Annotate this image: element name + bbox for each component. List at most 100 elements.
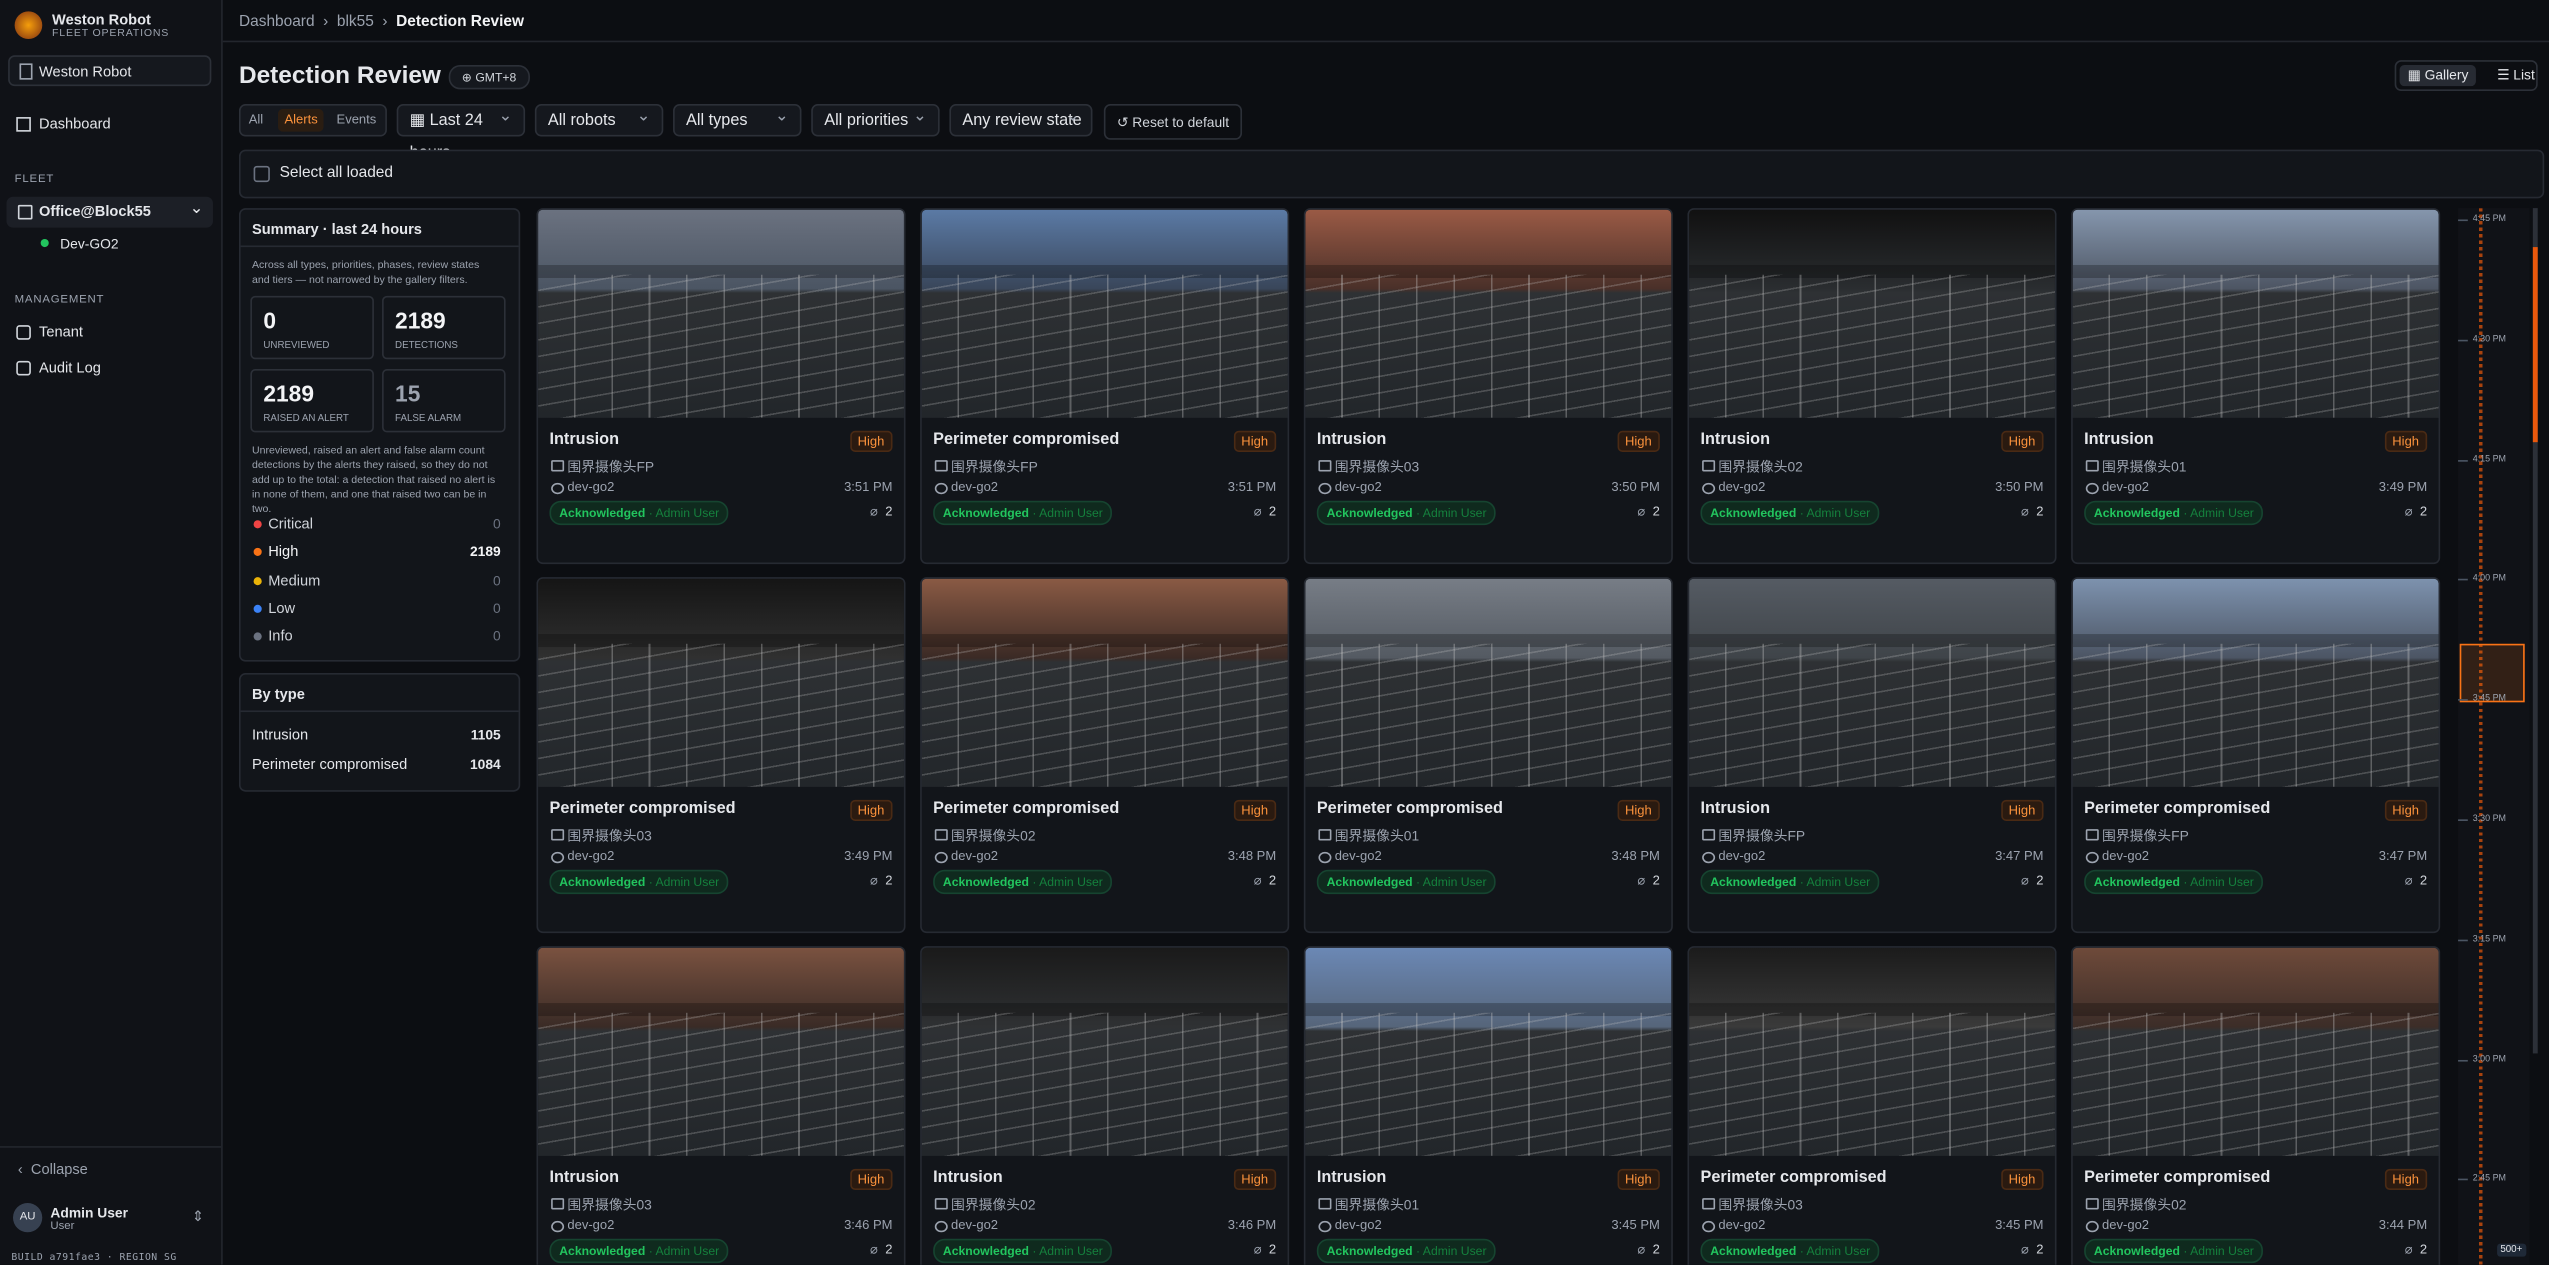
horizon [538,1003,904,1017]
checkbox[interactable] [253,165,270,183]
detection-card[interactable]: Intrusion High 围界摄像头01 dev-go2 3:49 PM Acknow… [2071,208,2441,565]
card-time: 3:50 PM [1611,479,1660,495]
detection-card[interactable]: Intrusion High 围界摄像头01 dev-go2 3:45 PM Acknow… [1303,946,1673,1265]
fence [538,1012,904,1156]
priority-dot [253,632,262,641]
card-time: 3:45 PM [1611,1217,1660,1233]
detection-card[interactable]: Intrusion High 围界摄像头03 dev-go2 3:50 PM Acknow… [1303,208,1673,565]
camera-icon [551,1198,565,1210]
status-label: Acknowledged [2093,505,2180,521]
detection-box [2089,1062,2135,1143]
divider [222,40,2549,43]
priority-count: 0 [493,571,501,588]
detection-box [1900,1029,1957,1094]
status-label: Acknowledged [1710,874,1797,890]
time-filter[interactable]: ▦ Last 24 hours [396,101,526,163]
nav-item[interactable]: Dashboard [39,115,111,132]
org-switcher[interactable]: Weston Robot [8,55,212,87]
review-status: Acknowledged · Admin User [933,869,1113,895]
tab[interactable]: Alerts [277,108,325,132]
status-label: Acknowledged [2093,874,2180,890]
review-status: Acknowledged · Admin User [549,869,729,895]
camera-name: 围界摄像头02 [2102,1196,2187,1213]
robot-name: dev-go2 [1334,848,1382,864]
view-mode[interactable]: ☰ List [2497,66,2535,83]
detection-card[interactable]: Intrusion High 围界摄像头02 dev-go2 3:50 PM Acknow… [1687,208,2057,565]
robot-name: dev-go2 [951,848,999,864]
card-title: Perimeter compromised [933,799,1120,818]
priority-dot [253,548,262,557]
stat-tile: 2189 RAISED AN ALERT [250,369,374,433]
detection-card[interactable]: Intrusion High 围界摄像头02 dev-go2 3:46 PM Acknow… [920,946,1290,1265]
attachment-count: 2 [1652,873,1660,888]
detection-card[interactable]: Perimeter compromised High 围界摄像头01 dev-go2 3… [1303,577,1673,934]
summary-panel: Summary · last 24 hours Across all types,… [238,208,521,662]
reviewer: · Admin User [1032,874,1103,890]
tab[interactable]: Events [336,112,377,127]
detection-card[interactable]: Perimeter compromised High 围界摄像头02 dev-go2 3… [2071,946,2441,1265]
detection-card[interactable]: Perimeter compromised High 围界摄像头FP dev-go2 3… [2071,577,2441,934]
robot-icon [2085,1220,2099,1233]
breadcrumb-item[interactable]: blk55 [336,13,374,31]
dropdown[interactable]: Any review state [949,101,1093,137]
card-time: 3:44 PM [2378,1217,2428,1233]
view-mode-label: List [2513,66,2535,83]
fleet-item[interactable]: Office@Block55 ⌄ [6,196,213,228]
status-label: Acknowledged [2093,1243,2180,1259]
divider [0,1146,222,1148]
fence [2072,274,2439,418]
logo [14,11,43,40]
detection-card[interactable]: Perimeter compromised High 围界摄像头03 dev-go2 3… [1687,946,2057,1265]
camera-icon [1702,1198,1716,1210]
view-mode[interactable]: ▦ Gallery [2399,65,2477,87]
priority-dot [253,576,262,585]
robot-icon [551,1220,565,1233]
detection-card[interactable]: Intrusion High 围界摄像头FP dev-go2 3:47 PM Acknow… [1687,577,2057,934]
attachment-icon: ⌀ [870,1242,878,1257]
detection-box [806,1032,822,1061]
dropdown[interactable]: All types [673,101,802,137]
reviewer: · Admin User [1032,1243,1103,1259]
stat-label: UNREVIEWED [263,341,330,352]
collapse[interactable]: ‹ Collapse [17,1160,88,1178]
timeline-tick [2458,1179,2468,1181]
card-time: 3:51 PM [1227,479,1277,495]
scroll-thumb[interactable] [2532,247,2538,443]
detection-card[interactable]: Perimeter compromised High 围界摄像头03 dev-go2 3… [536,577,906,934]
attachment-icon: ⌀ [1637,1242,1646,1257]
detection-box [2341,294,2357,323]
priority-badge: High [2000,1168,2044,1191]
camera-name: 围界摄像头02 [951,1196,1036,1213]
tab[interactable]: All [248,112,264,127]
divider [240,245,519,248]
attachment-count: 2 [2419,1242,2428,1257]
card-time: 3:49 PM [2378,479,2428,495]
timeline-label: 3:00 PM [2472,1054,2506,1065]
timeline-tick [2458,819,2468,821]
detection-card[interactable]: Perimeter compromised High 围界摄像头FP dev-go2 3… [920,208,1290,565]
dropdown[interactable]: All robots [534,101,664,137]
robot-name: dev-go2 [1334,479,1382,495]
card-title: Perimeter compromised [933,430,1120,449]
nav-item[interactable]: Tenant [39,323,83,340]
detection-card[interactable]: Intrusion High 围界摄像头03 dev-go2 3:46 PM Acknow… [536,946,906,1265]
chevron: ⌄ [189,199,204,218]
status-label: Acknowledged [1710,505,1797,521]
attachment-icon: ⌀ [2404,873,2413,888]
robot-item[interactable]: Dev-GO2 [60,235,119,252]
card-title: Intrusion [1316,1168,1387,1187]
dropdown[interactable]: All priorities [811,101,940,137]
review-status: Acknowledged · Admin User [549,500,729,526]
nav-item[interactable]: Audit Log [39,359,101,376]
reset-button[interactable]: ↺ Reset to default [1103,104,1243,140]
detection-card[interactable]: Perimeter compromised High 围界摄像头02 dev-go2 3… [920,577,1290,934]
stat-tile: 15 FALSE ALARM [382,369,506,433]
detection-box [806,294,822,323]
timeline-window[interactable] [2459,643,2525,703]
timeline-tick [2458,699,2468,701]
attachment-icon: ⌀ [1253,1242,1262,1257]
breadcrumb-item[interactable]: Dashboard [238,13,315,31]
horizon [538,634,904,648]
user-menu[interactable]: ⇕ [191,1207,205,1225]
detection-card[interactable]: Intrusion High 围界摄像头FP dev-go2 3:51 PM Acknow… [536,208,906,565]
